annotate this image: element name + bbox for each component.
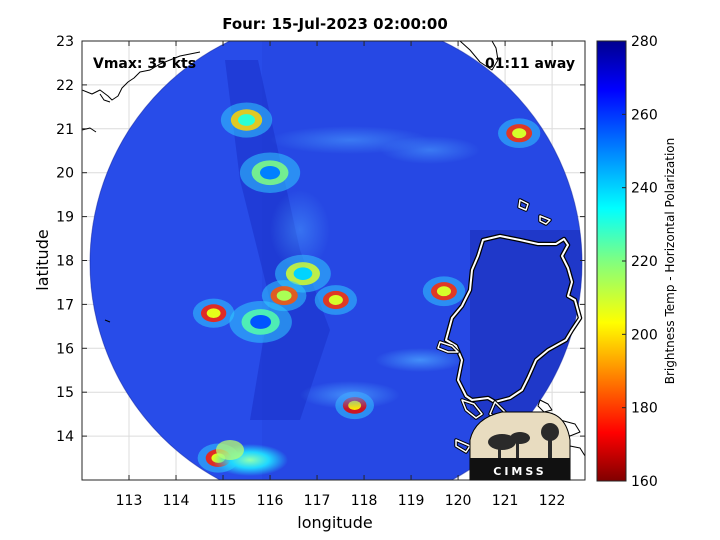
y-tick-label: 23 [56,34,74,50]
x-tick-label: 118 [351,493,378,509]
y-tick-label: 19 [56,210,74,226]
y-axis-label: latitude [33,229,52,290]
y-tick-label: 14 [56,429,74,445]
feature-core [259,165,281,180]
feature-core [293,267,313,280]
feature-core [512,128,527,139]
y-tick-label: 16 [56,341,74,357]
china-coastline [82,51,201,101]
x-tick-label: 122 [539,493,566,509]
colorbar-tick-label: 280 [631,34,658,50]
feature-core [206,308,221,319]
x-tick-label: 116 [257,493,284,509]
colorbar-tick-label: 200 [631,327,658,343]
feature-core [328,295,343,305]
colorbar-tick-label: 160 [631,474,658,490]
feature-core [276,290,292,301]
colorbar-tick-label: 240 [631,181,658,197]
colorbar-tick-label: 260 [631,107,658,123]
x-tick-label: 119 [398,493,425,509]
feature-core [237,114,256,126]
colorbar-label: Brightness Temp - Horizontal Polarizatio… [663,138,677,385]
vmax-annotation: Vmax: 35 kts [93,56,196,72]
chart-title: Four: 15-Jul-2023 02:00:00 [222,15,448,33]
time-away-annotation: 01:11 away [485,56,575,72]
feature-core [250,314,272,329]
y-tick-label: 21 [56,122,74,138]
x-tick-label: 114 [163,493,190,509]
coastlines [82,41,585,457]
x-tick-label: 113 [116,493,143,509]
plot-area: 113 114 115 116 117 118 119 120 121 122 14 15 16 17 18… [56,34,586,509]
y-tick-label: 20 [56,166,74,182]
x-tick-label: 117 [304,493,331,509]
x-tick-label: 121 [492,493,519,509]
y-tick-label: 18 [56,254,74,270]
cimss-logo: CIMSS [469,411,571,481]
axis-ticks: 113 114 115 116 117 118 119 120 121 122 14 15 16 17 18… [56,34,585,509]
colorbar-ticks: 160 180 200 220 240 260 280 [622,34,658,490]
x-axis-label: longitude [297,513,372,532]
y-tick-label: 22 [56,78,74,94]
y-tick-label: 17 [56,297,74,313]
x-tick-label: 120 [445,493,472,509]
y-tick-label: 15 [56,385,74,401]
cimss-logo-text: CIMSS [493,465,546,478]
taiwan-coastline [459,41,499,71]
x-tick-label: 115 [210,493,237,509]
feature-core [436,286,452,297]
colorbar: 160 180 200 220 240 260 280 Brightness Temp - … [596,34,677,490]
colorbar-gradient [597,41,626,481]
colorbar-tick-label: 180 [631,401,658,417]
colorbar-tick-label: 220 [631,254,658,270]
